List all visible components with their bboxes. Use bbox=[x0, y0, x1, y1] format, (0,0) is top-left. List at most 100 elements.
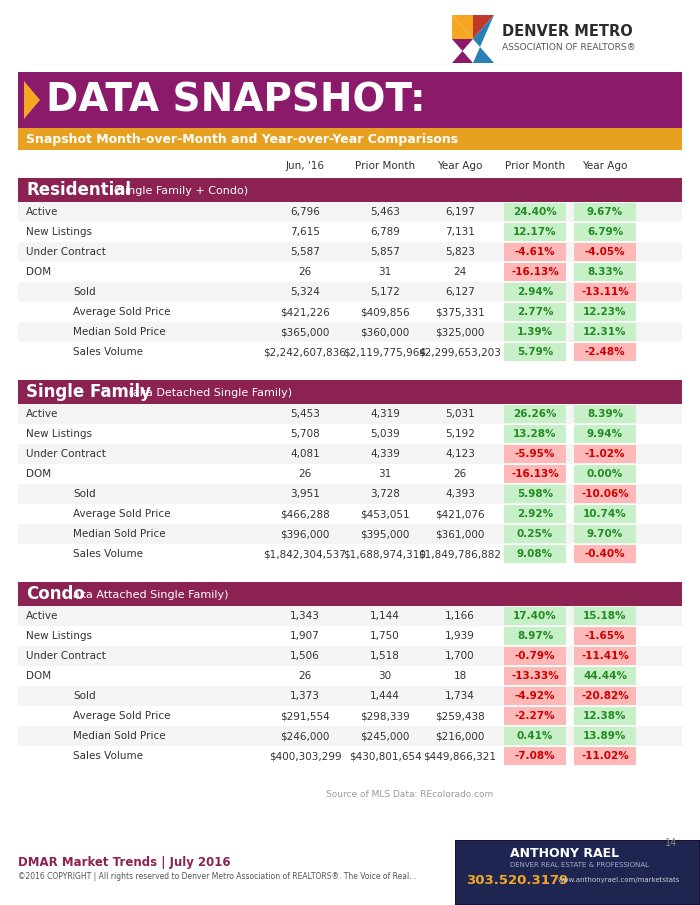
Polygon shape bbox=[452, 39, 473, 63]
Text: -0.40%: -0.40% bbox=[584, 549, 625, 559]
Text: 5,172: 5,172 bbox=[370, 287, 400, 297]
Bar bbox=[18, 606, 682, 626]
Text: 9.67%: 9.67% bbox=[587, 207, 623, 217]
Text: $453,051: $453,051 bbox=[360, 509, 409, 519]
Text: 31: 31 bbox=[379, 267, 391, 277]
Bar bbox=[18, 178, 682, 202]
Text: $360,000: $360,000 bbox=[360, 327, 409, 337]
Text: DENVER REAL ESTATE & PROFESSIONAL: DENVER REAL ESTATE & PROFESSIONAL bbox=[510, 862, 649, 868]
Bar bbox=[574, 445, 636, 463]
Text: 1,506: 1,506 bbox=[290, 651, 320, 661]
Text: $245,000: $245,000 bbox=[360, 731, 409, 741]
Text: $298,339: $298,339 bbox=[360, 711, 410, 721]
Bar bbox=[574, 323, 636, 341]
Text: -13.33%: -13.33% bbox=[511, 671, 559, 681]
Text: 26: 26 bbox=[298, 671, 312, 681]
Text: -11.41%: -11.41% bbox=[581, 651, 629, 661]
Text: $2,242,607,836: $2,242,607,836 bbox=[264, 347, 346, 357]
Bar bbox=[18, 504, 682, 524]
Text: $466,288: $466,288 bbox=[280, 509, 330, 519]
Text: $409,856: $409,856 bbox=[360, 307, 409, 317]
Bar bbox=[504, 405, 566, 423]
Bar bbox=[504, 687, 566, 705]
Bar bbox=[18, 464, 682, 484]
Text: 5,708: 5,708 bbox=[290, 429, 320, 439]
Text: 1,144: 1,144 bbox=[370, 611, 400, 621]
Text: 5,031: 5,031 bbox=[445, 409, 475, 419]
Text: 303.520.3179: 303.520.3179 bbox=[466, 873, 568, 887]
Text: 4,319: 4,319 bbox=[370, 409, 400, 419]
Text: 13.28%: 13.28% bbox=[513, 429, 557, 439]
Text: DOM: DOM bbox=[26, 267, 51, 277]
Bar bbox=[574, 223, 636, 241]
Text: 4,393: 4,393 bbox=[445, 489, 475, 499]
Bar bbox=[574, 607, 636, 625]
Text: -11.02%: -11.02% bbox=[581, 751, 629, 761]
Bar bbox=[504, 607, 566, 625]
Bar bbox=[455, 840, 700, 905]
Text: Average Sold Price: Average Sold Price bbox=[73, 509, 171, 519]
Text: 30: 30 bbox=[379, 671, 391, 681]
Bar bbox=[18, 544, 682, 564]
Text: -0.79%: -0.79% bbox=[514, 651, 555, 661]
Bar bbox=[504, 505, 566, 523]
Text: 24: 24 bbox=[454, 267, 467, 277]
Text: 2.94%: 2.94% bbox=[517, 287, 553, 297]
Text: 1,939: 1,939 bbox=[445, 631, 475, 641]
Text: -20.82%: -20.82% bbox=[581, 691, 629, 701]
Text: Median Sold Price: Median Sold Price bbox=[73, 731, 166, 741]
Bar bbox=[504, 525, 566, 543]
Text: 2.77%: 2.77% bbox=[517, 307, 553, 317]
Text: 44.44%: 44.44% bbox=[583, 671, 627, 681]
Text: Single Family: Single Family bbox=[26, 383, 151, 401]
Text: 6,789: 6,789 bbox=[370, 227, 400, 237]
Bar bbox=[18, 484, 682, 504]
Bar bbox=[18, 582, 682, 606]
Bar bbox=[574, 747, 636, 765]
Bar bbox=[18, 424, 682, 444]
Text: Active: Active bbox=[26, 611, 58, 621]
Bar bbox=[18, 524, 682, 544]
Bar bbox=[574, 263, 636, 281]
Text: Under Contract: Under Contract bbox=[26, 651, 106, 661]
Text: $421,076: $421,076 bbox=[435, 509, 485, 519]
Text: New Listings: New Listings bbox=[26, 429, 92, 439]
Text: 14: 14 bbox=[665, 838, 677, 848]
Bar bbox=[18, 404, 682, 424]
Bar bbox=[18, 342, 682, 362]
Text: 9.70%: 9.70% bbox=[587, 529, 623, 539]
Text: 6,197: 6,197 bbox=[445, 207, 475, 217]
Bar bbox=[574, 303, 636, 321]
Text: 26: 26 bbox=[454, 469, 467, 479]
Bar bbox=[18, 202, 682, 222]
Polygon shape bbox=[24, 81, 40, 119]
Text: Sold: Sold bbox=[73, 691, 96, 701]
Text: $361,000: $361,000 bbox=[435, 529, 484, 539]
Text: 9.08%: 9.08% bbox=[517, 549, 553, 559]
Bar bbox=[574, 505, 636, 523]
Text: Active: Active bbox=[26, 207, 58, 217]
Bar bbox=[18, 222, 682, 242]
Bar bbox=[18, 72, 682, 128]
Text: 5,453: 5,453 bbox=[290, 409, 320, 419]
Text: Median Sold Price: Median Sold Price bbox=[73, 529, 166, 539]
Text: $2,299,653,203: $2,299,653,203 bbox=[419, 347, 501, 357]
Text: (aka Detached Single Family): (aka Detached Single Family) bbox=[125, 388, 292, 398]
Text: 17.40%: 17.40% bbox=[513, 611, 557, 621]
Bar bbox=[574, 707, 636, 725]
Text: 1,700: 1,700 bbox=[445, 651, 475, 661]
Text: -1.65%: -1.65% bbox=[584, 631, 625, 641]
Text: 7,131: 7,131 bbox=[445, 227, 475, 237]
Text: -4.61%: -4.61% bbox=[514, 247, 555, 257]
Text: Sold: Sold bbox=[73, 489, 96, 499]
Bar bbox=[18, 706, 682, 726]
Bar bbox=[504, 323, 566, 341]
Text: $365,000: $365,000 bbox=[280, 327, 330, 337]
Bar bbox=[574, 405, 636, 423]
Text: 6.79%: 6.79% bbox=[587, 227, 623, 237]
Bar bbox=[18, 666, 682, 686]
Polygon shape bbox=[473, 15, 494, 63]
Text: Prior Month: Prior Month bbox=[355, 161, 415, 171]
Text: Average Sold Price: Average Sold Price bbox=[73, 307, 171, 317]
Text: $246,000: $246,000 bbox=[280, 731, 330, 741]
